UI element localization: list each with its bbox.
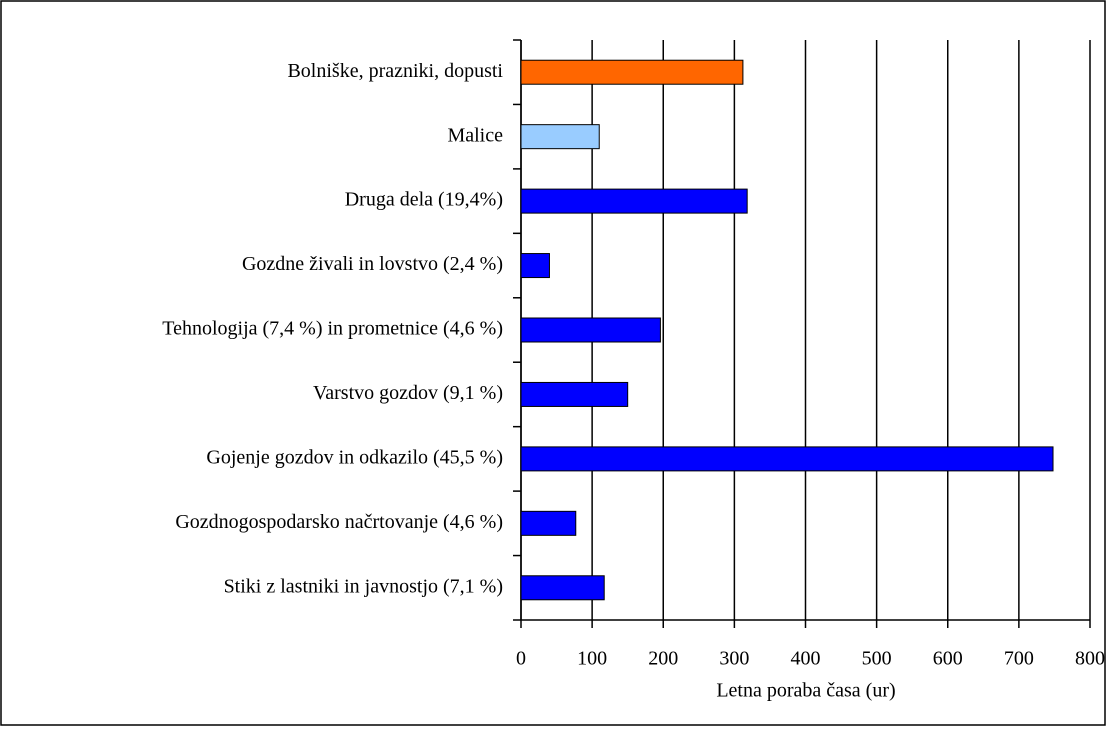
y-tick-label: Malice xyxy=(447,124,503,146)
x-tick-label: 400 xyxy=(791,648,821,670)
y-tick-label: Gozdne živali in lovstvo (2,4 %) xyxy=(242,253,503,275)
y-tick-label: Gozdnogospodarsko načrtovanje (4,6 %) xyxy=(175,511,503,533)
y-tick-label: Varstvo gozdov (9,1 %) xyxy=(313,382,503,404)
bar xyxy=(520,124,600,150)
y-tick-label: Tehnologija (7,4 %) in prometnice (4,6 %… xyxy=(162,318,503,340)
x-axis-title: Letna poraba časa (ur) xyxy=(716,680,895,702)
bar xyxy=(520,253,550,279)
x-tick-label: 0 xyxy=(516,648,526,670)
x-tick-label: 100 xyxy=(577,648,607,670)
y-tick-label: Druga dela (19,4%) xyxy=(345,189,503,211)
x-tick-label: 300 xyxy=(719,648,749,670)
bar xyxy=(520,188,748,214)
bar xyxy=(520,381,629,407)
bar xyxy=(520,317,661,343)
y-tick-label: Bolniške, prazniki, dopusti xyxy=(287,60,503,82)
x-tick-label: 600 xyxy=(933,648,963,670)
x-tick-label: 500 xyxy=(862,648,892,670)
x-tick-label: 200 xyxy=(648,648,678,670)
y-tick-label: Stiki z lastniki in javnostjo (7,1 %) xyxy=(224,575,503,597)
bar xyxy=(520,575,605,601)
bar xyxy=(520,446,1054,472)
x-tick-label: 700 xyxy=(1004,648,1034,670)
y-tick-label: Gojenje gozdov in odkazilo (45,5 %) xyxy=(206,446,503,468)
bar xyxy=(520,510,577,536)
x-tick-label: 800 xyxy=(1075,648,1105,670)
bar xyxy=(520,59,744,85)
